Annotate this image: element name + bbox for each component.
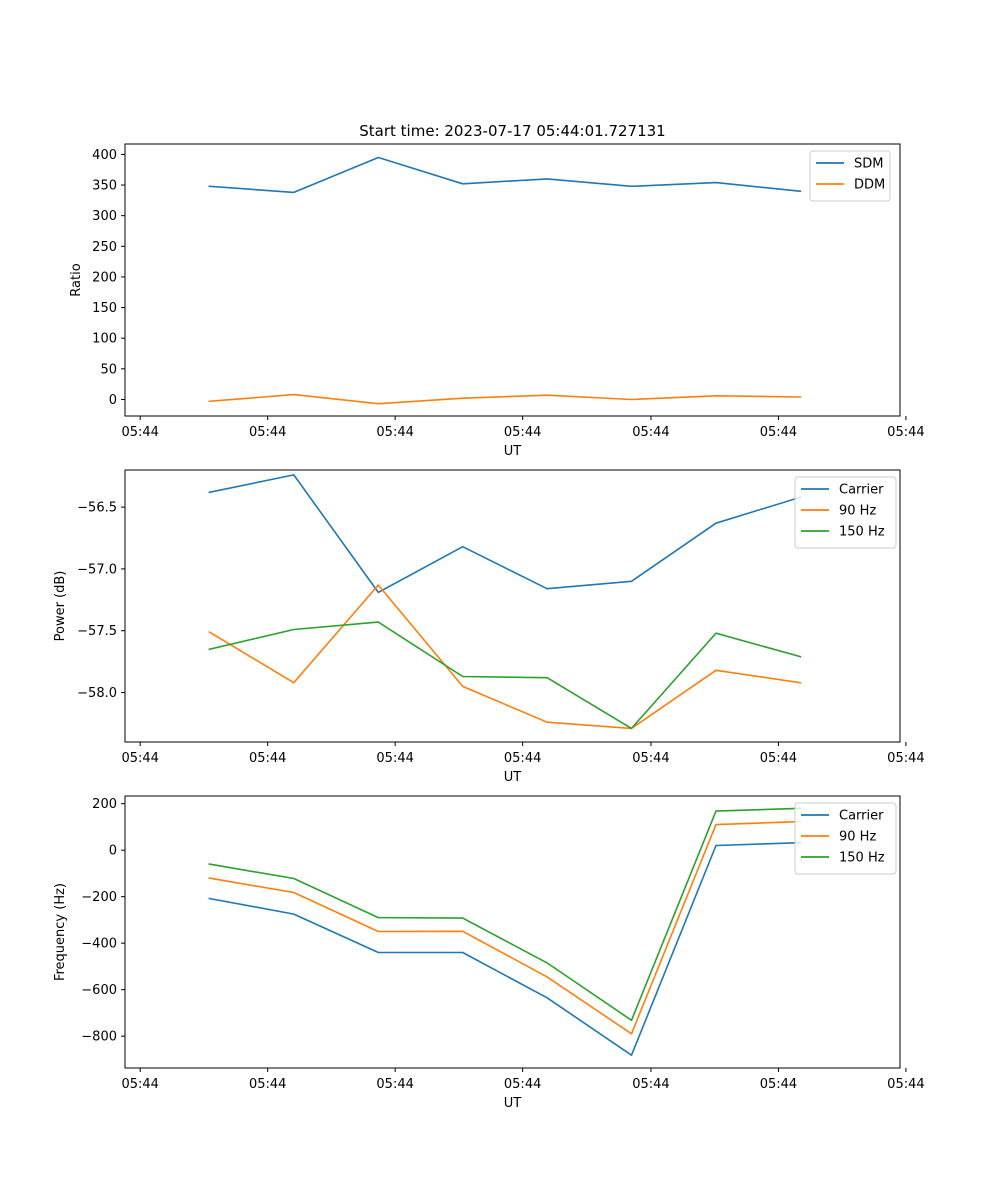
chart-2-series-line-90-hz [208, 584, 802, 730]
chart-3-x-tick-label: 05:44 [249, 1077, 286, 1092]
chart-3-axes-frame [124, 795, 901, 1069]
chart-1-y-axis-label: Ratio [69, 263, 84, 296]
chart-1-y-tick-label: 350 [92, 179, 117, 194]
chart-1-x-tick-label: 05:44 [632, 425, 669, 440]
chart-2-legend: Carrier 90 Hz 150 Hz [794, 476, 897, 549]
chart-2-x-tick-label: 05:44 [249, 751, 286, 766]
chart-panel-3: 05:44 05:44 05:44 05:44 05:44 05:44 05:44 −800 −… [53, 795, 925, 1111]
chart-1-series-line-sdm [208, 156, 802, 194]
chart-2-x-tick-label: 05:44 [632, 751, 669, 766]
chart-3-legend-label: 150 Hz [839, 851, 885, 866]
chart-2-legend-label: 90 Hz [839, 504, 876, 519]
chart-3-x-axis-label: UT [504, 1096, 522, 1111]
chart-2-legend-label: Carrier [839, 483, 884, 498]
chart-1-y-tick-label: 50 [100, 362, 117, 377]
chart-1-title: Start time: 2023-07-17 05:44:01.727131 [359, 122, 665, 140]
chart-2-x-tick-label: 05:44 [887, 751, 924, 766]
chart-1-y-tick-label: 400 [92, 148, 117, 163]
chart-2-series-line-carrier [208, 474, 802, 594]
chart-3-x-tick-label: 05:44 [121, 1077, 158, 1092]
chart-3-legend-label: 90 Hz [839, 830, 876, 845]
chart-2-y-tick-label: −57.5 [77, 624, 117, 639]
chart-3-series-line-carrier [208, 841, 802, 1056]
chart-1-y-tick-label: 150 [92, 301, 117, 316]
chart-1-x-tick-label: 05:44 [887, 425, 924, 440]
chart-panel-1: 05:44 05:44 05:44 05:44 05:44 05:44 05:44 0 50 10… [69, 122, 925, 459]
chart-2-y-tick-label: −58.0 [77, 686, 117, 701]
chart-1-x-tick-label: 05:44 [121, 425, 158, 440]
chart-2-x-tick-label: 05:44 [760, 751, 797, 766]
chart-3-y-axis-label: Frequency (Hz) [53, 883, 68, 981]
chart-3-y-tick-label: −800 [81, 1030, 117, 1045]
chart-1-y-tick-label: 200 [92, 270, 117, 285]
chart-3-x-tick-label: 05:44 [376, 1077, 413, 1092]
chart-2-axes-frame [124, 469, 901, 743]
chart-3-legend-label: Carrier [839, 809, 884, 824]
chart-2-x-tick-label: 05:44 [376, 751, 413, 766]
chart-1-y-tick-label: 250 [92, 240, 117, 255]
chart-1-series-line-ddm [208, 393, 802, 405]
chart-3-y-tick-label: 0 [109, 844, 117, 859]
chart-panel-2: 05:44 05:44 05:44 05:44 05:44 05:44 05:44 −58.0… [53, 469, 925, 785]
chart-1-x-tick-label: 05:44 [249, 425, 286, 440]
chart-3-x-tick-label: 05:44 [632, 1077, 669, 1092]
chart-2-y-tick-label: −56.5 [77, 501, 117, 516]
chart-1-y-tick-label: 300 [92, 209, 117, 224]
chart-3-y-tick-label: −200 [81, 890, 117, 905]
chart-1-legend-label: DDM [854, 178, 885, 193]
chart-2-x-tick-label: 05:44 [121, 751, 158, 766]
chart-1-x-axis-label: UT [504, 444, 522, 459]
chart-1-legend: SDM DDM [809, 150, 891, 202]
chart-3-x-tick-label: 05:44 [504, 1077, 541, 1092]
chart-3-legend: Carrier 90 Hz 150 Hz [794, 802, 897, 875]
chart-3-y-tick-label: 200 [92, 797, 117, 812]
chart-2-y-axis-label: Power (dB) [53, 571, 68, 642]
chart-1-y-tick-label: 0 [109, 393, 117, 408]
chart-1-y-tick-label: 100 [92, 332, 117, 347]
chart-2-y-tick-label: −57.0 [77, 562, 117, 577]
chart-3-series-line-90-hz [208, 820, 802, 1035]
chart-1-x-tick-label: 05:44 [760, 425, 797, 440]
chart-3-y-tick-label: −600 [81, 983, 117, 998]
chart-2-series-line-150-hz [208, 621, 802, 730]
chart-1-legend-label: SDM [854, 157, 883, 172]
chart-3-x-tick-label: 05:44 [887, 1077, 924, 1092]
chart-1-x-tick-label: 05:44 [376, 425, 413, 440]
chart-2-legend-label: 150 Hz [839, 525, 885, 540]
chart-1-axes-frame [124, 143, 901, 417]
chart-2-x-tick-label: 05:44 [504, 751, 541, 766]
chart-3-x-tick-label: 05:44 [760, 1077, 797, 1092]
chart-3-series-line-150-hz [208, 807, 802, 1022]
chart-1-x-tick-label: 05:44 [504, 425, 541, 440]
chart-2-x-axis-label: UT [504, 770, 522, 785]
chart-3-y-tick-label: −400 [81, 937, 117, 952]
